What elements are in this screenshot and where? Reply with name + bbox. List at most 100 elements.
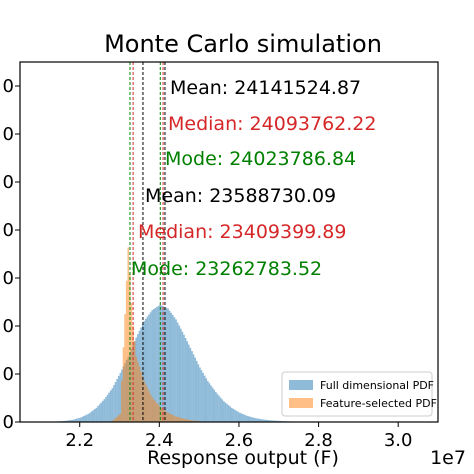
histogram-bar [119, 372, 122, 422]
histogram-bar [90, 411, 93, 422]
histogram-bar [180, 417, 182, 422]
legend-swatch [289, 380, 313, 390]
histogram-bar [245, 415, 247, 422]
histogram-bar [114, 382, 117, 422]
histogram-bar [187, 419, 190, 422]
y-axis: 0 0 0 0 0 0 0 0 [3, 76, 20, 433]
histogram-bar [164, 410, 166, 422]
histogram-bar [184, 338, 187, 422]
histogram-bar [130, 303, 133, 422]
histogram-bar [167, 308, 169, 422]
histogram-bar [253, 417, 255, 422]
histogram-bar [98, 404, 101, 422]
histogram-bar [124, 314, 126, 422]
histogram-bar [248, 416, 251, 422]
y-tick-label: 0 [3, 316, 14, 337]
histogram-bar [160, 407, 163, 422]
legend-label: Feature-selected PDF [320, 397, 437, 410]
histogram-bar [224, 402, 227, 422]
histogram-bar [180, 328, 182, 422]
histogram-bar [183, 334, 185, 422]
histogram-bar [172, 315, 174, 422]
histogram-bar [137, 361, 139, 422]
histogram-bar [259, 419, 262, 422]
histogram-bar [251, 417, 254, 422]
annotation-text: Mode: 23262783.52 [131, 258, 322, 280]
histogram-bar [229, 406, 231, 422]
histogram-bar [154, 401, 157, 422]
histogram-bar [175, 319, 177, 422]
histogram-bar [156, 403, 158, 422]
histogram-bar [152, 309, 155, 422]
histogram-bar [181, 331, 184, 422]
histogram-bar [194, 420, 196, 422]
histogram-bar [71, 419, 74, 422]
annotations: Mean: 24141524.87 Median: 24093762.22 Mode… [131, 77, 376, 280]
histogram-bar [148, 314, 150, 422]
histogram-bar [183, 418, 185, 422]
histogram-bar [184, 419, 187, 422]
axes-frame [19, 61, 439, 423]
histogram-bar [89, 412, 91, 422]
histogram-bar [232, 408, 235, 422]
histogram-bar [230, 407, 233, 422]
x-tick-label: 2.2 [65, 430, 94, 451]
histogram-bar [254, 418, 257, 422]
histogram-bar [116, 379, 118, 422]
histogram-bar [192, 354, 195, 422]
histogram-bar [250, 416, 252, 422]
histogram-bar [211, 387, 214, 422]
histogram-bar [275, 420, 278, 422]
histogram-bar [117, 375, 120, 422]
histogram-bar [258, 418, 260, 422]
histogram-bar [94, 409, 96, 422]
histogram-bar [82, 416, 85, 422]
histogram-bar [92, 410, 95, 422]
histogram-bar [173, 317, 176, 422]
histogram-bar [262, 419, 265, 422]
histogram-bar [102, 400, 104, 422]
histogram-bar [191, 420, 193, 422]
histogram-bar [143, 381, 146, 422]
x-tick-label: 3.0 [384, 430, 413, 451]
histogram-bar [168, 413, 171, 422]
histogram-bar [197, 364, 200, 422]
histogram-bar [199, 367, 201, 422]
histogram-bar [105, 396, 107, 422]
histogram-bar [227, 405, 230, 422]
annotation-text: Mean: 24141524.87 [170, 77, 361, 99]
histogram-bar [207, 381, 209, 422]
histogram-bar [235, 410, 238, 422]
histogram-bar [76, 418, 79, 422]
histogram-bar [226, 403, 228, 422]
histogram-bar [113, 385, 115, 422]
plot-area [55, 62, 319, 422]
histogram-bar [243, 414, 246, 422]
histogram-bar [113, 419, 115, 422]
annotation-text: Median: 23409399.89 [138, 221, 346, 243]
x-tick-label: 2.4 [145, 430, 174, 451]
y-tick-label: 0 [3, 76, 14, 97]
x-tick-label: 2.8 [304, 430, 333, 451]
histogram-bar [84, 415, 87, 422]
histogram-bar [178, 325, 181, 422]
histogram-bar [240, 413, 243, 422]
histogram-bar [219, 397, 222, 422]
histogram-bar [167, 412, 169, 422]
histogram-bar [127, 247, 130, 422]
histogram-bar [194, 357, 196, 422]
y-tick-label: 0 [3, 364, 14, 385]
histogram-bar [108, 392, 110, 422]
histogram-bar [203, 375, 206, 422]
histogram-bar [121, 380, 123, 422]
chart-title: Monte Carlo simulation [104, 30, 382, 58]
histogram-bar [242, 414, 244, 422]
histogram-bar [145, 318, 147, 422]
histogram-bar [151, 310, 153, 422]
histogram-bar [125, 280, 128, 422]
histogram-bar [146, 387, 149, 422]
histogram-bar [261, 419, 263, 422]
histogram-bar [168, 310, 171, 422]
histogram-bar [157, 404, 160, 422]
histogram-bar [189, 420, 192, 422]
